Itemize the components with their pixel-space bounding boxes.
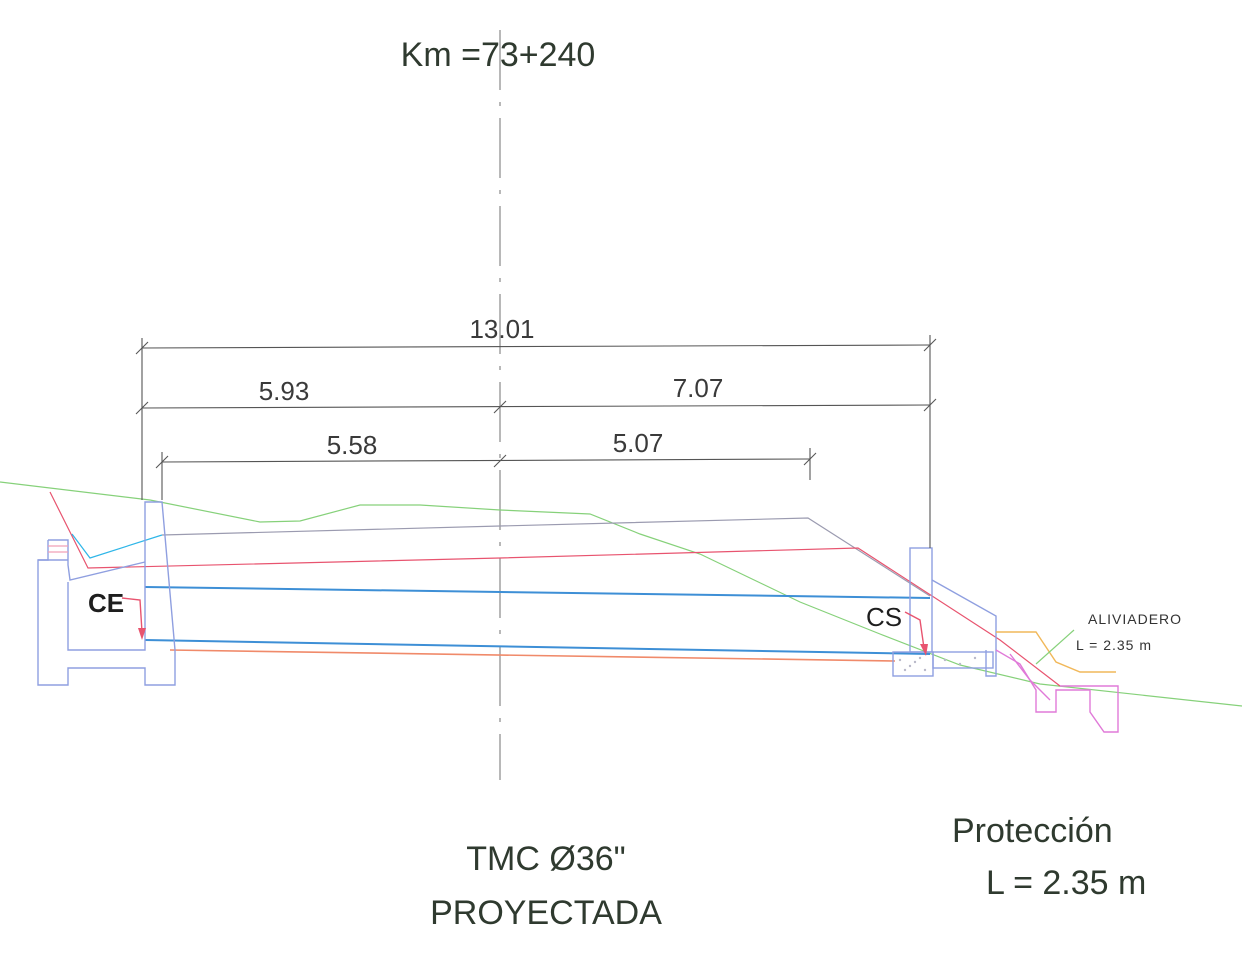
pipe-label-line1: TMC Ø36" <box>466 840 625 878</box>
pipe-bedding-line <box>169 649 896 662</box>
station-label: Km =73+240 <box>401 36 596 74</box>
pipe-bottom-line <box>144 639 931 655</box>
dim-right-upper: 7.07 <box>673 373 724 403</box>
spillway-title: ALIVIADERO <box>1088 611 1182 627</box>
outlet-arrow <box>904 611 928 656</box>
inlet-arrow <box>121 597 146 640</box>
inlet-water-line <box>71 533 163 559</box>
dim-left-upper: 5.93 <box>259 376 310 406</box>
spillway-leader <box>1035 629 1075 665</box>
outlet-label: CS <box>866 602 902 632</box>
dim-total: 13.01 <box>469 314 534 344</box>
protection-length: L = 2.35 m <box>986 864 1146 902</box>
spillway-length: L = 2.35 m <box>1076 637 1152 653</box>
outlet-concrete-hatch <box>898 656 977 672</box>
dim-left-lower: 5.58 <box>327 430 378 460</box>
pipe-label-line2: PROYECTADA <box>430 894 662 932</box>
road-surface-line <box>161 517 931 597</box>
dim-right-lower: 5.07 <box>613 428 664 458</box>
pipe-top-line <box>144 586 931 599</box>
spillway-protection <box>995 631 1119 733</box>
protection-title: Protección <box>952 812 1113 850</box>
red-slope-line <box>49 491 1061 687</box>
dimension-lines <box>135 335 937 548</box>
outlet-headwall <box>892 547 997 677</box>
inlet-headwall <box>37 501 176 686</box>
inlet-pink-band <box>48 545 68 553</box>
inlet-label: CE <box>88 588 124 618</box>
